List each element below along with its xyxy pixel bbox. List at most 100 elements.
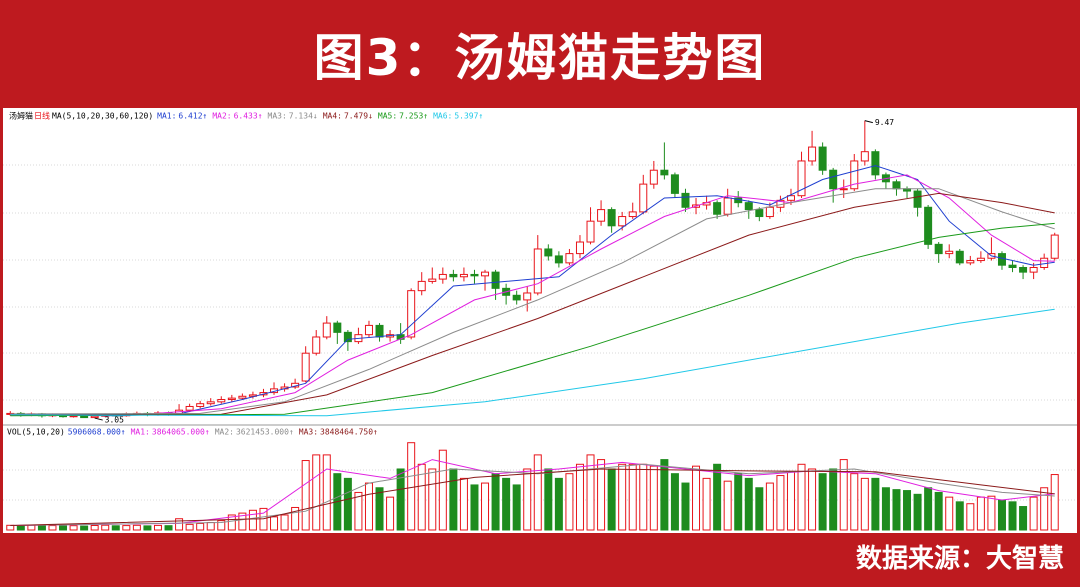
volume-bar bbox=[270, 516, 279, 531]
volume-bar bbox=[765, 482, 774, 531]
volume-bar bbox=[997, 499, 1006, 531]
volume-bar bbox=[649, 465, 658, 531]
volume-bar bbox=[16, 524, 25, 531]
volume-bar bbox=[80, 525, 89, 531]
volume-bar bbox=[924, 487, 933, 531]
legend-trend: ↑ bbox=[423, 112, 428, 121]
legend-item: MA2: bbox=[212, 112, 231, 121]
candle-body bbox=[438, 273, 447, 280]
candle-body bbox=[1008, 264, 1017, 268]
candle-body bbox=[597, 209, 606, 222]
volume-bar bbox=[755, 487, 764, 531]
volume-bar bbox=[396, 468, 405, 531]
ma-line bbox=[10, 165, 1055, 417]
candle-body bbox=[924, 206, 933, 245]
volume-bar bbox=[322, 454, 331, 531]
volume-bar bbox=[607, 468, 616, 531]
candle-body bbox=[586, 220, 595, 243]
annotation: 3.05 bbox=[105, 416, 124, 425]
volume-bar bbox=[111, 525, 120, 531]
candle-body bbox=[744, 202, 753, 211]
annotation-line bbox=[94, 417, 103, 421]
candle-body bbox=[871, 151, 880, 176]
volume-bar bbox=[312, 454, 321, 531]
legend-item: MA3: bbox=[299, 428, 318, 437]
volume-bar bbox=[217, 520, 226, 531]
volume-bar bbox=[639, 463, 648, 531]
candle-body bbox=[417, 280, 426, 292]
volume-bar bbox=[375, 487, 384, 531]
legend-item: MA6: bbox=[433, 112, 452, 121]
volume-bar bbox=[407, 442, 416, 531]
volume-ma-line bbox=[10, 463, 1055, 526]
candle-body bbox=[364, 324, 373, 336]
volume-bar bbox=[143, 525, 152, 531]
legend-trend: ↑ bbox=[289, 428, 294, 437]
volume-bar bbox=[280, 514, 289, 531]
legend-name: 汤姆猫 bbox=[9, 111, 33, 121]
volume-bar bbox=[512, 484, 521, 531]
legend-value: 7.479 bbox=[344, 112, 368, 121]
candle-body bbox=[808, 146, 817, 162]
volume-bar bbox=[291, 506, 300, 531]
legend-trend: ↑ bbox=[478, 112, 483, 121]
volume-bar bbox=[206, 521, 215, 531]
volume-bar bbox=[955, 501, 964, 531]
volume-bar bbox=[987, 495, 996, 531]
volume-bar bbox=[227, 514, 236, 531]
candle-body bbox=[955, 250, 964, 264]
legend-value: 3864065.000 bbox=[152, 428, 205, 437]
volume-bar bbox=[502, 477, 511, 531]
volume-bar bbox=[575, 463, 584, 531]
volume-bar bbox=[153, 524, 162, 531]
volume-bar bbox=[185, 523, 194, 531]
candle-body bbox=[892, 181, 901, 190]
volume-bar bbox=[692, 465, 701, 531]
candle-body bbox=[80, 415, 89, 419]
candle-body bbox=[238, 395, 247, 399]
volume-bar bbox=[976, 496, 985, 531]
candle-body bbox=[196, 403, 205, 407]
volume-bar bbox=[90, 524, 99, 531]
candle-body bbox=[818, 146, 827, 171]
volume-bar bbox=[481, 482, 490, 531]
volume-bar bbox=[438, 449, 447, 531]
volume-bar bbox=[1029, 496, 1038, 531]
volume-bar bbox=[196, 522, 205, 531]
candle-body bbox=[544, 248, 553, 257]
legend-value: 3848464.750 bbox=[320, 428, 373, 437]
candle-body bbox=[481, 271, 490, 277]
volume-bar bbox=[354, 491, 363, 531]
legend-value: 5.397 bbox=[454, 112, 478, 121]
legend-value: 7.253 bbox=[399, 112, 423, 121]
volume-bar bbox=[470, 484, 479, 531]
candle-body bbox=[934, 243, 943, 255]
volume-bar bbox=[586, 454, 595, 531]
legend-trend: ↓ bbox=[313, 112, 318, 121]
candle-body bbox=[639, 183, 648, 213]
volume-bar bbox=[734, 473, 743, 531]
volume-bar bbox=[597, 459, 606, 531]
volume-bar bbox=[618, 463, 627, 531]
volume-bar bbox=[871, 477, 880, 531]
candle-body bbox=[449, 273, 458, 278]
candle-body bbox=[755, 209, 764, 218]
candle-body bbox=[829, 169, 838, 190]
legend-item: MA5: bbox=[378, 112, 397, 121]
layout bbox=[3, 164, 1077, 501]
volume-bar bbox=[1050, 474, 1059, 531]
volume-bar bbox=[565, 473, 574, 531]
volume-bar bbox=[248, 509, 257, 531]
legend-ma-label: MA(5,10,20,30,60,120) bbox=[52, 112, 153, 121]
candle-body bbox=[628, 211, 637, 218]
ma-line bbox=[10, 222, 1055, 417]
volume-bar bbox=[544, 468, 553, 531]
legend-value: 6.433 bbox=[234, 112, 258, 121]
volume-bar bbox=[101, 524, 110, 531]
volume-bar bbox=[881, 487, 890, 531]
volume-value: 5906068.000 bbox=[68, 428, 121, 437]
candle-body bbox=[649, 169, 658, 185]
volume-bar bbox=[301, 460, 310, 531]
